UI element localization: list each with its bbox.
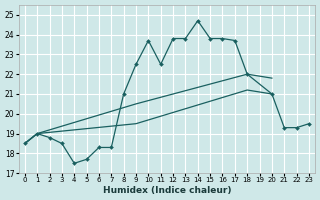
X-axis label: Humidex (Indice chaleur): Humidex (Indice chaleur) xyxy=(103,186,231,195)
